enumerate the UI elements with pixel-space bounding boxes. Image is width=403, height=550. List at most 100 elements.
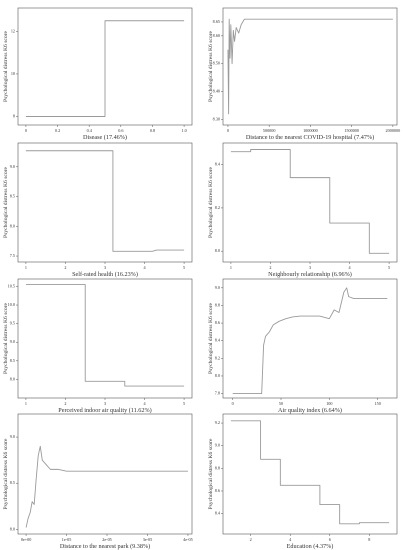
plot-frame [17, 7, 193, 126]
series-line [25, 445, 188, 528]
x-tick-label: 1 [230, 265, 232, 270]
y-tick-label: 8.6 [215, 488, 220, 493]
series-line [25, 20, 185, 117]
plot-frame [222, 278, 398, 399]
x-tick-label: 5 [183, 401, 185, 406]
plot-frame [17, 413, 193, 535]
chart-panel-5: 1 2 3 4 5 8.0 8.5 9.0 9.5 10.0 10.5 Perceived indoo… [3, 278, 193, 414]
x-tick-label: 5 [388, 265, 390, 270]
x-tick-label: 3e-05 [143, 537, 153, 542]
y-tick-label: 7.8 [215, 391, 220, 396]
y-tick-label: 8.0 [10, 376, 15, 381]
chart-panel-8: 2 4 6 8 8.4 8.6 8.8 9.0 9.2 Education (4.37%) Psyc… [208, 413, 398, 550]
x-tick-label: 0.8 [150, 128, 155, 133]
y-tick-label: 9.0 [215, 285, 220, 290]
x-tick-label: 0.6 [118, 128, 123, 133]
y-tick-label: 8.65 [213, 19, 220, 24]
x-tick-label: 0.2 [55, 128, 60, 133]
y-tick-label: 9.0 [10, 164, 15, 169]
y-tick-label: 10.5 [8, 283, 15, 288]
chart-panel-1: 0 0.2 0.4 0.6 0.8 1.0 8 10 12 Disease (17.46%) Psy… [3, 7, 193, 141]
y-axis-label: Psychological distress K6 score [208, 302, 214, 374]
x-axis-label: Perceived indoor air quality (11.62%) [58, 407, 151, 414]
y-tick-label: 9.5 [10, 321, 15, 326]
plot-frame [222, 142, 398, 263]
y-tick-label: 8.40 [213, 89, 220, 94]
x-tick-label: 0 [232, 401, 234, 406]
x-tick-label: 2e-05 [102, 537, 112, 542]
x-tick-label: 6 [329, 537, 331, 542]
y-tick-label: 8.5 [10, 194, 15, 199]
series-line [230, 420, 390, 525]
y-tick-label: 8.2 [215, 355, 220, 360]
x-tick-label: 0e+00 [21, 537, 32, 542]
y-tick-label: 8.60 [213, 33, 220, 38]
y-tick-label: 8.0 [215, 373, 220, 378]
x-tick-label: 1e-05 [62, 537, 72, 542]
x-axis-label: Disease (17.46%) [83, 134, 127, 141]
chart-panel-3: 1 2 3 4 5 7.5 8.0 8.5 9.0 Self-rated health (16.2… [3, 142, 193, 278]
x-axis-label: Neighbourly relationship (6.96%) [268, 271, 352, 278]
y-tick-label: 9.2 [215, 420, 220, 425]
series-line [232, 287, 388, 395]
y-tick-label: 8.5 [10, 480, 15, 485]
x-tick-label: 1500000 [344, 128, 359, 133]
x-axis-label: Distance to the nearest COVID-19 hospita… [246, 134, 374, 141]
series-line [230, 149, 390, 254]
x-tick-label: 4 [143, 265, 146, 270]
y-tick-label: 9.0 [10, 434, 15, 439]
series-line [25, 150, 185, 252]
x-tick-label: 0 [227, 128, 229, 133]
y-tick-label: 10 [11, 71, 15, 76]
y-axis-label: Psychological distress K6 score [3, 30, 9, 102]
plot-frame [17, 278, 193, 399]
x-axis-label: Education (4.37%) [287, 543, 334, 550]
y-axis-label: Psychological distress K6 score [208, 166, 214, 238]
y-tick-label: 8.4 [215, 511, 221, 516]
series-line [25, 284, 185, 387]
y-tick-label: 8.4 [215, 162, 221, 167]
chart-panel-7: 0e+00 1e-05 2e-05 3e-05 4e-05 8.0 8.5 9.0 Distan… [3, 413, 193, 550]
x-tick-label: 2 [64, 265, 66, 270]
y-axis-label: Psychological distress K6 score [3, 166, 9, 238]
x-tick-label: 2 [250, 537, 252, 542]
x-tick-label: 8 [368, 537, 370, 542]
y-tick-label: 8.2 [215, 205, 220, 210]
chart-panel-2: 0 500000 1000000 1500000 2000000 8.30 8.40 8.50… [208, 7, 401, 141]
x-tick-label: 4 [348, 265, 351, 270]
y-tick-label: 8.50 [213, 61, 220, 66]
y-tick-label: 8 [13, 113, 15, 118]
y-tick-label: 8.0 [10, 526, 15, 531]
plot-frame [222, 7, 398, 126]
x-axis-label: Air quality index (6.64%) [278, 407, 342, 414]
x-tick-label: 100 [326, 401, 332, 406]
y-tick-label: 8.8 [215, 465, 220, 470]
x-tick-label: 2 [64, 401, 66, 406]
x-tick-label: 50 [279, 401, 283, 406]
x-tick-label: 3 [104, 265, 106, 270]
y-tick-label: 8.6 [215, 320, 220, 325]
x-tick-label: 1000000 [303, 128, 318, 133]
plot-frame [17, 142, 193, 263]
x-tick-label: 3 [309, 265, 311, 270]
plot-frame [222, 413, 398, 535]
x-tick-label: 4 [289, 537, 292, 542]
y-axis-label: Psychological distress K6 score [208, 438, 214, 510]
y-tick-label: 12 [11, 28, 15, 33]
chart-panel-6: 0 50 100 150 7.8 8.0 8.2 8.4 8.6 8.8 9.0 Air qualit… [208, 278, 398, 414]
x-tick-label: 4e-05 [183, 537, 193, 542]
y-axis-label: Psychological distress K6 score [208, 30, 214, 102]
y-tick-label: 9.0 [215, 443, 220, 448]
x-tick-label: 2000000 [386, 128, 401, 133]
x-tick-label: 5 [183, 265, 185, 270]
y-tick-label: 8.8 [215, 302, 220, 307]
x-tick-label: 1 [25, 265, 27, 270]
x-tick-label: 0.4 [87, 128, 93, 133]
chart-panel-4: 1 2 3 4 5 8.0 8.2 8.4 Neighbourly relationship (… [208, 142, 398, 278]
y-tick-label: 8.0 [10, 223, 15, 228]
series-line [227, 18, 393, 115]
x-tick-label: 3 [104, 401, 106, 406]
x-tick-label: 500000 [263, 128, 276, 133]
x-axis-label: Self-rated health (16.23%) [72, 271, 138, 278]
